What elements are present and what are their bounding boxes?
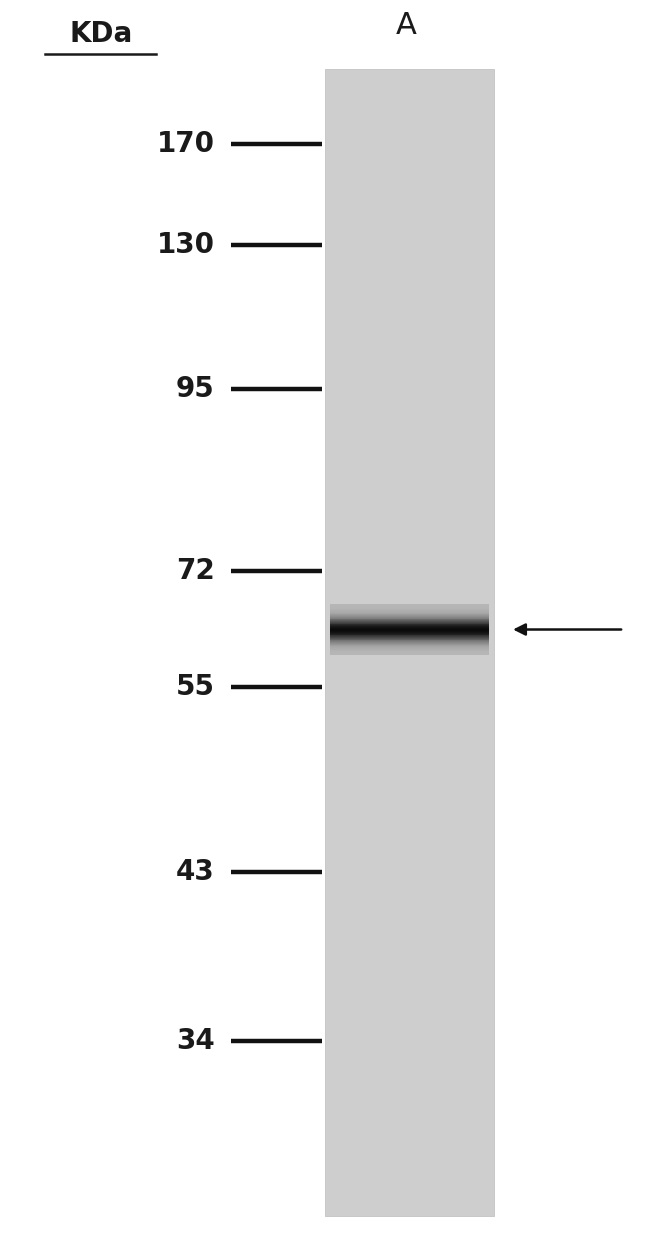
Text: 43: 43 [176,858,214,885]
Bar [325,69,494,1216]
Text: 55: 55 [176,673,214,701]
Text: 72: 72 [176,557,214,584]
Text: 170: 170 [157,130,215,158]
Text: 95: 95 [176,375,214,403]
Text: KDa: KDa [69,20,133,48]
Text: 130: 130 [157,231,215,258]
Text: 34: 34 [176,1027,214,1055]
Text: A: A [396,11,417,40]
